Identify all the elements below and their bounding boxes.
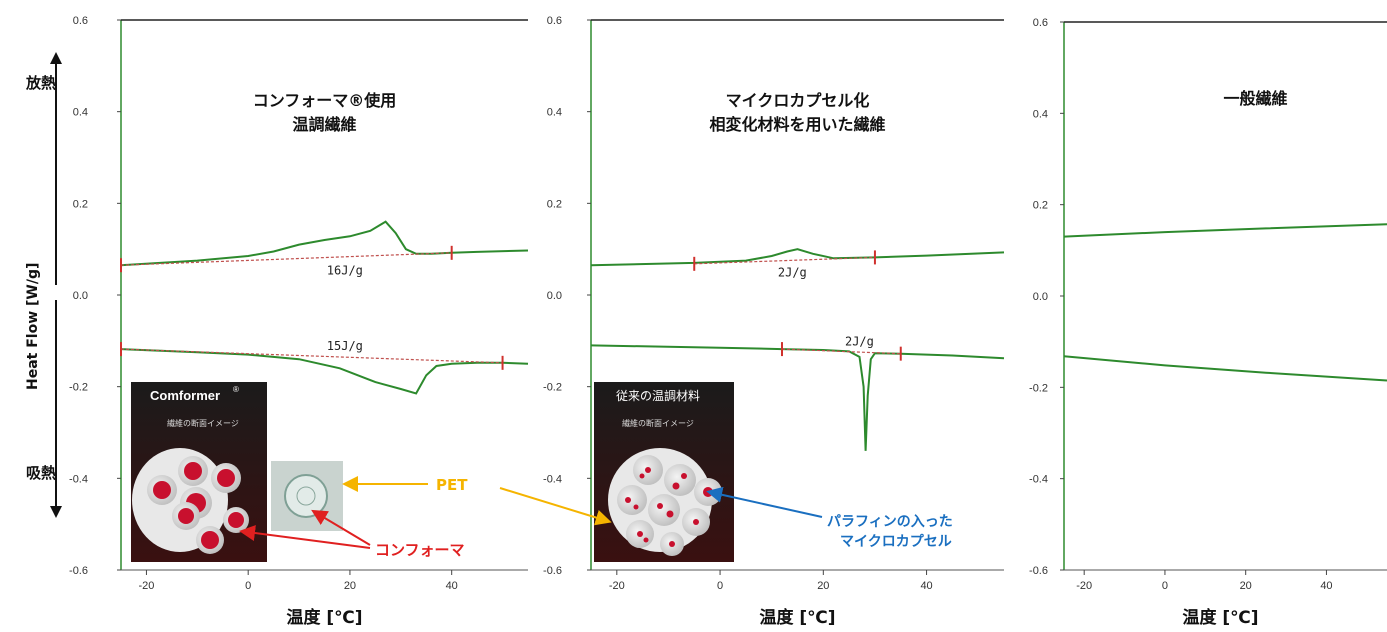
y-tick-label: 0.0	[1033, 291, 1048, 303]
y-tick-label: 0.2	[73, 198, 88, 210]
y-tick-label: 0.6	[73, 15, 88, 27]
chart-title-line: 相変化材料を用いた繊維	[709, 115, 885, 134]
y-tick-label: 0.4	[547, 107, 562, 119]
series-cooling	[120, 348, 529, 395]
x-tick-label: 40	[920, 580, 932, 592]
conformer-arrow-left	[239, 525, 371, 549]
enthalpy-annotation: 2J/g	[778, 266, 807, 280]
y-tick-label: 0.0	[73, 290, 88, 302]
conventional-inset-title: 従来の温調材料	[616, 389, 700, 403]
y-tick-label: -0.4	[543, 473, 562, 485]
series-heating-baseline	[120, 252, 452, 266]
chart-title-line: 一般繊維	[1223, 89, 1287, 108]
enthalpy-annotation: 15J/g	[327, 339, 363, 353]
conventional-inset: 従来の温調材料 繊維の断面イメージ	[594, 382, 734, 562]
y-tick-label: -0.4	[1029, 474, 1048, 486]
endothermic-arrowhead-icon	[50, 506, 62, 518]
chart-title-line: コンフォーマ®使用	[253, 91, 397, 110]
enthalpy-annotation: 16J/g	[327, 263, 363, 277]
conventional-inset-subtitle: 繊維の断面イメージ	[622, 418, 694, 428]
y-tick-label: 0.2	[547, 198, 562, 210]
y-tick-label: -0.6	[543, 565, 562, 577]
y-tick-label: -0.4	[69, 473, 88, 485]
paraffin-callout-line1: パラフィンの入った	[827, 514, 953, 530]
exothermic-arrowhead-icon	[50, 52, 62, 64]
pet-callout-label: PET	[436, 476, 468, 494]
y-tick-label: -0.2	[1029, 382, 1048, 394]
y-axis-label: Heat Flow [W/g]	[25, 263, 41, 390]
comformer-inset-subtitle: 繊維の断面イメージ	[167, 418, 239, 428]
endothermic-label: 吸熱	[26, 464, 56, 482]
x-tick-label: 20	[344, 580, 356, 592]
x-tick-label: 20	[1240, 580, 1252, 592]
paraffin-arrow	[706, 486, 823, 518]
chart-title-line: 温調繊維	[291, 115, 356, 134]
x-tick-label: -20	[138, 580, 154, 592]
series-cooling-baseline	[120, 348, 503, 364]
callouts: PET コンフォーマ パラフィンの入った マイクロカプセル	[239, 476, 953, 559]
paraffin-callout-line2: マイクロカプセル	[840, 534, 952, 550]
y-axis-description: 放熱 Heat Flow [W/g] 吸熱	[25, 52, 62, 518]
series-heating-baseline	[694, 256, 875, 265]
x-tick-label: 40	[446, 580, 458, 592]
y-tick-label: 0.4	[1033, 108, 1048, 120]
x-tick-label: 0	[717, 580, 723, 592]
x-tick-label: 0	[245, 580, 251, 592]
y-tick-label: 0.4	[73, 107, 88, 119]
pet-arrow-right	[499, 487, 612, 526]
y-tick-label: 0.6	[547, 15, 562, 27]
y-tick-label: 0.2	[1033, 200, 1048, 212]
series-heating	[1063, 223, 1387, 238]
x-axis-label: 温度 [℃]	[286, 607, 362, 628]
pet-photo-core-icon	[296, 486, 316, 506]
y-tick-label: -0.6	[69, 565, 88, 577]
comformer-inset: Comformer ® 繊維の断面イメージ	[131, 382, 267, 562]
y-tick-label: -0.2	[543, 382, 562, 394]
conformer-callout-label: コンフォーマ	[375, 541, 465, 559]
x-axis-label: 温度 [℃]	[1182, 607, 1258, 628]
x-tick-label: -20	[609, 580, 625, 592]
x-tick-label: 0	[1162, 580, 1168, 592]
x-tick-label: -20	[1076, 580, 1092, 592]
conformer-arrow-right	[311, 509, 371, 546]
x-tick-label: 20	[817, 580, 829, 592]
comformer-inset-title: Comformer	[150, 388, 220, 403]
y-tick-label: 0.0	[547, 290, 562, 302]
chart-panel-2: 0.6 0.4 0.2 0.0 -0.2 -0.4 -0.6 -20 0 20 40 マイクロカプセル…	[543, 15, 1005, 628]
comformer-fiber-icon	[132, 448, 249, 554]
exothermic-label: 放熱	[25, 74, 56, 92]
pet-photo-fiber-icon	[284, 474, 328, 518]
y-tick-label: -0.2	[69, 382, 88, 394]
series-heating	[590, 248, 1005, 267]
chart-panels: 0.6 0.4 0.2 0.0 -0.2 -0.4 -0.6 -20 0 20 40 コンフォーマ®使…	[69, 15, 1387, 628]
registered-mark: ®	[233, 385, 239, 394]
pet-photo-inset	[271, 461, 343, 531]
enthalpy-annotation: 2J/g	[845, 334, 874, 348]
x-tick-label: 40	[1320, 580, 1332, 592]
microcapsule-fiber-icon	[608, 448, 722, 556]
chart-panel-1: 0.6 0.4 0.2 0.0 -0.2 -0.4 -0.6 -20 0 20 40 コンフォーマ®使…	[69, 15, 529, 628]
y-tick-label: 0.6	[1033, 17, 1048, 29]
series-cooling	[1063, 355, 1387, 382]
y-tick-label: -0.6	[1029, 565, 1048, 577]
series-heating	[120, 220, 529, 267]
chart-title-line: マイクロカプセル化	[726, 91, 870, 110]
x-axis-label: 温度 [℃]	[759, 607, 835, 628]
